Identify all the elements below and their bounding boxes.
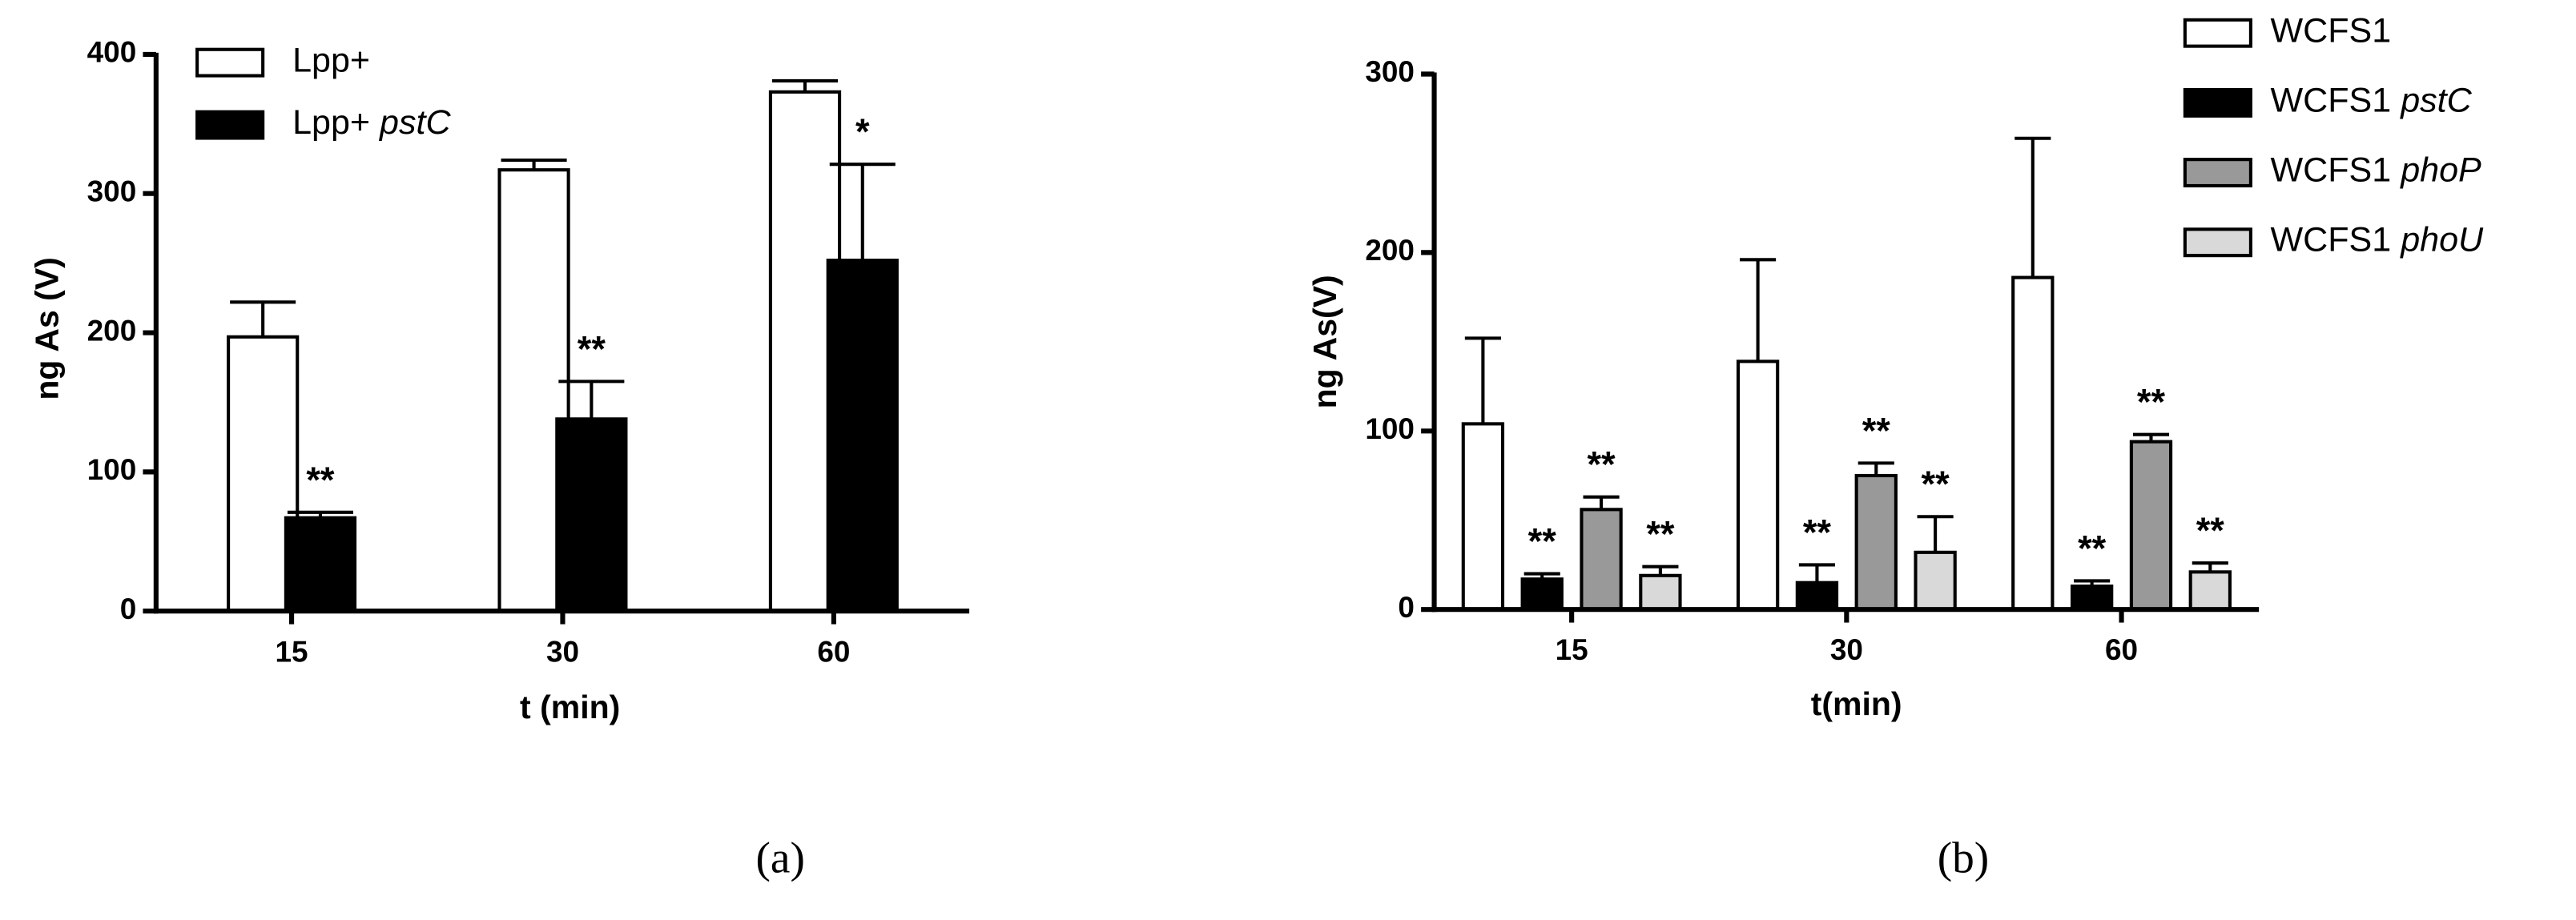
- y-tick-label: 100: [1365, 412, 1415, 445]
- x-tick-label: 60: [2105, 633, 2138, 666]
- significance-label: **: [2196, 510, 2225, 551]
- y-tick-label: 200: [1365, 234, 1415, 267]
- panel-label: (b): [1938, 834, 1990, 882]
- panel-label: (a): [756, 834, 805, 882]
- bar: [1639, 573, 1682, 612]
- x-tick-label: 15: [276, 635, 308, 668]
- x-tick-label: 30: [546, 635, 579, 668]
- legend-swatch: [2183, 227, 2252, 258]
- bar: [2129, 440, 2173, 612]
- y-tick-label: 300: [87, 175, 137, 207]
- legend-swatch: [2183, 87, 2252, 118]
- bar: [555, 417, 628, 613]
- bar: [826, 259, 899, 613]
- significance-label: **: [1646, 514, 1675, 555]
- bar: [1461, 422, 1505, 612]
- bar: [284, 516, 357, 613]
- y-axis-title: ng As (V): [28, 257, 65, 400]
- significance-label: **: [306, 460, 335, 500]
- significance-label: **: [1862, 410, 1891, 451]
- bar: [1854, 473, 1898, 612]
- bar: [1520, 577, 1564, 612]
- y-axis-title: ng As(V): [1306, 275, 1343, 408]
- legend-label: WCFS1: [2271, 12, 2392, 50]
- legend-swatch: [2183, 18, 2252, 48]
- x-axis-title: t (min): [520, 689, 620, 725]
- significance-label: **: [1528, 521, 1557, 562]
- legend-label: WCFS1 pstC: [2271, 82, 2473, 120]
- x-axis-title: t(min): [1811, 685, 1902, 722]
- x-tick-label: 30: [1830, 633, 1863, 666]
- bar: [2188, 570, 2232, 612]
- y-tick-label: 400: [87, 36, 137, 69]
- bar: [2070, 585, 2114, 612]
- bar: [1580, 508, 1623, 612]
- legend-swatch: [195, 110, 265, 140]
- legend-label: Lpp+ pstC: [292, 103, 451, 142]
- significance-label: **: [2078, 528, 2107, 568]
- y-tick-label: 100: [87, 453, 137, 486]
- legend-swatch: [2183, 158, 2252, 188]
- legend-swatch: [195, 47, 265, 78]
- y-tick-label: 0: [120, 593, 137, 625]
- significance-label: **: [2137, 382, 2166, 423]
- significance-label: **: [578, 328, 606, 369]
- legend-label: WCFS1 phoU: [2271, 221, 2485, 259]
- x-tick-label: 15: [1556, 633, 1588, 666]
- bar: [1914, 550, 1957, 612]
- bar: [1736, 360, 1780, 612]
- significance-label: **: [1922, 464, 1950, 504]
- bar: [2011, 275, 2055, 612]
- legend-label: Lpp+: [292, 42, 370, 80]
- legend-label: WCFS1 phoP: [2271, 151, 2482, 190]
- bar: [1795, 581, 1839, 612]
- y-tick-label: 300: [1365, 55, 1415, 88]
- x-tick-label: 60: [817, 635, 850, 668]
- significance-label: **: [1803, 512, 1832, 552]
- significance-label: **: [1587, 444, 1616, 485]
- y-tick-label: 0: [1398, 591, 1415, 624]
- significance-label: *: [855, 111, 870, 152]
- y-tick-label: 200: [87, 314, 137, 347]
